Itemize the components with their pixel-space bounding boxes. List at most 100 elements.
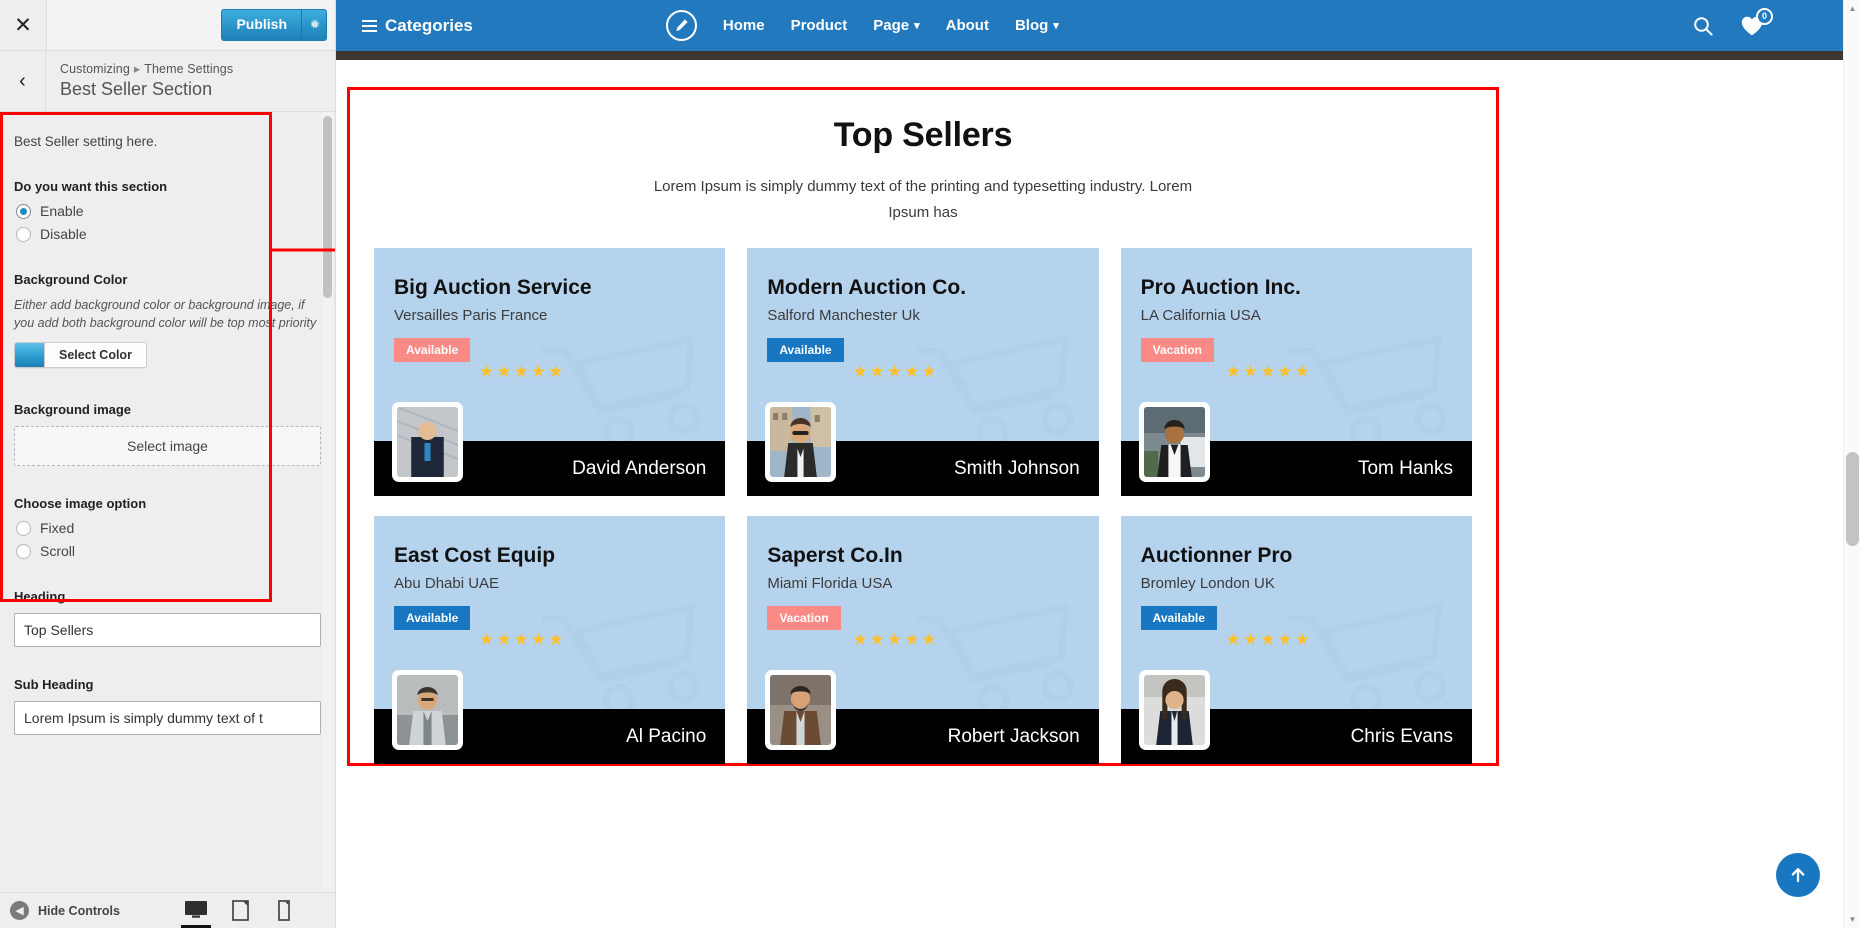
sidebar-scrollbar-thumb[interactable] <box>323 116 332 298</box>
seller-card-title: Auctionner Pro <box>1140 544 1293 568</box>
close-icon[interactable]: ✕ <box>0 0 46 50</box>
seller-card[interactable]: Auctionner Pro Bromley London UK Availab… <box>1120 516 1472 765</box>
star-icon: ★ <box>1294 362 1310 382</box>
seller-card[interactable]: Pro Auction Inc. LA California USA Vacat… <box>1120 248 1472 497</box>
seller-person-name: Robert Jackson <box>947 725 1080 747</box>
field-image-option: Choose image option Fixed Scroll <box>14 496 321 559</box>
nav-link-home[interactable]: Home <box>723 17 765 34</box>
preview-scrollbar-thumb[interactable] <box>1846 452 1859 546</box>
star-icon: ★ <box>530 630 546 650</box>
field-label-background-image: Background image <box>14 402 132 418</box>
radio-enable-label: Enable <box>40 203 84 219</box>
heading-input[interactable] <box>14 613 321 648</box>
hide-controls-button[interactable]: ◀ Hide Controls <box>10 901 120 920</box>
seller-person-name: David Anderson <box>572 457 707 479</box>
star-icon: ★ <box>1242 362 1259 382</box>
preview-scrollbar[interactable]: ▲ ▼ <box>1843 0 1860 928</box>
field-help-background-color: Either add background color or backgroun… <box>14 298 317 331</box>
categories-menu-button[interactable]: Categories <box>362 16 473 36</box>
seller-card[interactable]: East Cost Equip Abu Dhabi UAE Available … <box>374 516 726 765</box>
shopping-cart-watermark-icon <box>915 334 1074 442</box>
field-sub-heading: Sub Heading <box>14 677 321 736</box>
seller-card[interactable]: Modern Auction Co. Salford Manchester Uk… <box>747 248 1099 497</box>
seller-card-location: LA California USA <box>1140 307 1261 325</box>
shopping-cart-watermark-icon <box>542 602 701 710</box>
seller-card-location: Salford Manchester Uk <box>767 307 920 325</box>
radio-disable[interactable]: Disable <box>16 226 321 242</box>
rating-stars: ★ ★ ★ ★ ★ <box>479 363 563 380</box>
radio-scroll-indicator[interactable] <box>16 543 31 559</box>
nav-link-page[interactable]: Page ▾ <box>873 17 919 34</box>
field-label-heading: Heading <box>14 589 66 605</box>
seller-cards-grid: Big Auction Service Versailles Paris Fra… <box>374 248 1472 765</box>
select-image-button[interactable]: Select image <box>14 426 321 467</box>
chevron-left-circle-icon: ◀ <box>10 901 29 920</box>
status-badge: Available <box>1140 606 1217 631</box>
star-icon: ★ <box>904 362 920 382</box>
rating-stars: ★ ★ ★ ★ ★ <box>1226 363 1310 380</box>
color-swatch <box>15 343 45 368</box>
star-icon: ★ <box>904 630 920 650</box>
field-background-color: Background Color Either add background c… <box>14 272 321 372</box>
publish-button[interactable]: Publish <box>221 9 301 41</box>
mobile-icon[interactable] <box>271 896 297 926</box>
nav-link-page-label: Page <box>873 17 910 34</box>
avatar <box>392 670 463 751</box>
shopping-cart-watermark-icon <box>542 334 701 442</box>
scroll-to-top-button[interactable] <box>1776 853 1820 897</box>
breadcrumb: Customizing ▸ Theme Settings <box>60 61 233 76</box>
search-icon[interactable] <box>1692 15 1714 37</box>
pencil-logo-icon[interactable] <box>665 10 697 41</box>
seller-card[interactable]: Saperst Co.In Miami Florida USA Vacation… <box>747 516 1099 765</box>
site-navbar: Categories Home Product Page ▾ <box>336 0 1860 51</box>
avatar-image <box>397 675 458 746</box>
seller-person-name: Al Pacino <box>626 725 707 747</box>
scrollbar-up-arrow-icon[interactable]: ▲ <box>1844 0 1860 17</box>
sub-heading-input[interactable] <box>14 701 321 736</box>
radio-enable[interactable]: Enable <box>16 203 321 219</box>
star-icon: ★ <box>1242 630 1259 650</box>
scrollbar-down-arrow-icon[interactable]: ▼ <box>1844 911 1860 928</box>
select-color-button[interactable]: Select Color <box>14 342 147 369</box>
star-icon: ★ <box>1277 630 1293 650</box>
breadcrumb-parent: Theme Settings <box>144 62 234 76</box>
star-icon: ★ <box>530 362 546 382</box>
field-label-image-option: Choose image option <box>14 496 147 512</box>
avatar-image <box>1143 675 1205 746</box>
nav-link-about[interactable]: About <box>946 17 989 34</box>
seller-card-location: Miami Florida USA <box>767 575 893 593</box>
shopping-cart-watermark-icon <box>915 602 1074 710</box>
tablet-icon[interactable] <box>227 896 253 926</box>
site-preview: Categories Home Product Page ▾ <box>336 0 1860 928</box>
radio-fixed[interactable]: Fixed <box>16 520 321 536</box>
field-heading: Heading <box>14 589 321 648</box>
rating-stars: ★ ★ ★ ★ ★ <box>852 631 936 648</box>
nav-link-blog[interactable]: Blog ▾ <box>1015 17 1059 34</box>
field-label-background-color: Background Color <box>14 272 128 287</box>
avatar <box>765 670 837 751</box>
heart-icon[interactable]: 0 <box>1740 7 1773 37</box>
desktop-icon[interactable] <box>181 896 211 928</box>
hide-controls-label: Hide Controls <box>38 903 120 918</box>
rating-stars: ★ ★ ★ ★ ★ <box>479 631 563 648</box>
radio-fixed-indicator[interactable] <box>16 520 31 536</box>
gear-icon[interactable] <box>301 9 327 41</box>
seller-card[interactable]: Big Auction Service Versailles Paris Fra… <box>374 248 726 497</box>
chevron-left-icon[interactable]: ‹ <box>0 51 46 111</box>
status-badge: Available <box>767 338 844 363</box>
radio-scroll[interactable]: Scroll <box>16 543 321 559</box>
seller-card-location: Bromley London UK <box>1140 575 1275 593</box>
avatar-image <box>1143 407 1205 478</box>
star-icon: ★ <box>886 630 903 650</box>
nav-link-product[interactable]: Product <box>791 17 848 34</box>
nav-actions: 0 <box>1692 7 1860 37</box>
star-icon: ★ <box>513 362 529 382</box>
radio-enable-indicator[interactable] <box>16 203 31 219</box>
radio-disable-indicator[interactable] <box>16 226 31 242</box>
avatar <box>392 402 463 483</box>
seller-card-title: Pro Auction Inc. <box>1140 276 1301 300</box>
seller-person-name: Chris Evans <box>1350 725 1453 747</box>
sidebar-scrollbar[interactable] <box>322 112 333 892</box>
star-icon: ★ <box>921 362 937 382</box>
star-icon: ★ <box>479 362 495 382</box>
